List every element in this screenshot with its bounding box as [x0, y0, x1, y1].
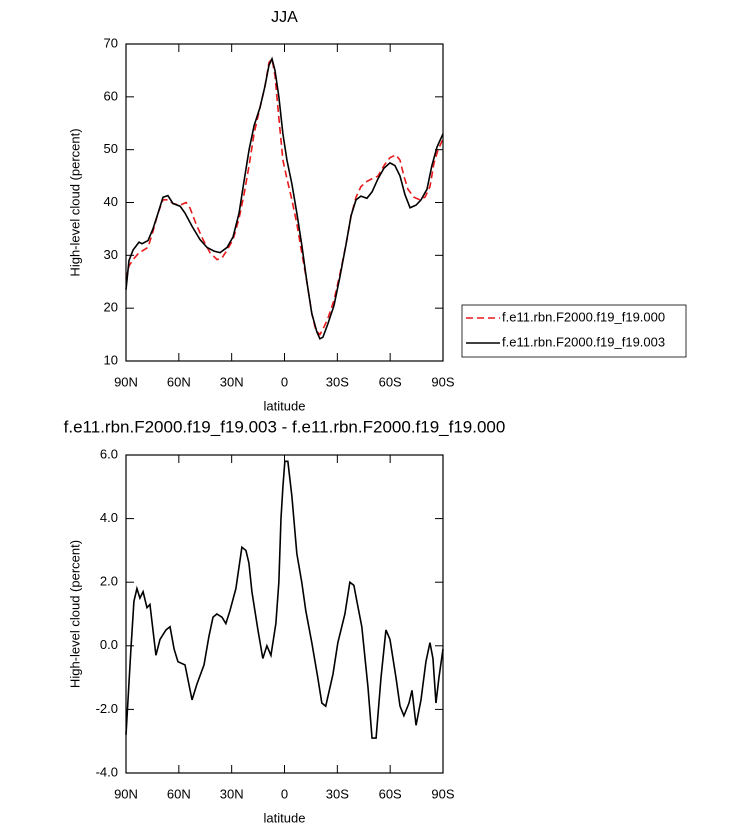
x-tick-label: 60N	[167, 786, 191, 801]
x-tick-label: 90S	[431, 786, 454, 801]
y-tick-label: 50	[104, 141, 118, 156]
x-tick-label: 90N	[114, 374, 138, 389]
y-tick-label: 20	[104, 300, 118, 315]
y-tick-label: 10	[104, 352, 118, 367]
x-axis-title: latitude	[264, 398, 306, 413]
x-tick-label: 30N	[220, 786, 244, 801]
y-tick-label: 4.0	[100, 510, 118, 525]
x-tick-label: 90S	[431, 374, 454, 389]
x-tick-label: 60S	[379, 374, 402, 389]
x-axis-title: latitude	[264, 810, 306, 825]
y-tick-label: 0.0	[100, 637, 118, 652]
legend-label: f.e11.rbn.F2000.f19_f19.003	[502, 334, 665, 349]
plot-frame	[125, 454, 444, 774]
legend-label: f.e11.rbn.F2000.f19_f19.000	[502, 309, 665, 324]
y-tick-label: 40	[104, 194, 118, 209]
y-tick-label: 30	[104, 247, 118, 262]
data-line	[125, 56, 444, 336]
y-tick-label: 2.0	[100, 574, 118, 589]
y-tick-label: -4.0	[96, 764, 118, 779]
y-axis-title: High-level cloud (percent)	[67, 540, 82, 688]
y-tick-label: 60	[104, 88, 118, 103]
y-tick-label: -2.0	[96, 701, 118, 716]
data-line	[125, 56, 444, 340]
chart-title: JJA	[271, 9, 298, 26]
plot-frame	[125, 43, 444, 362]
x-tick-label: 0	[281, 786, 288, 801]
y-tick-label: 70	[104, 35, 118, 50]
x-tick-label: 0	[281, 374, 288, 389]
x-tick-label: 60S	[379, 786, 402, 801]
chart-title: f.e11.rbn.F2000.f19_f19.003 - f.e11.rbn.…	[64, 417, 506, 436]
y-tick-label: 6.0	[100, 446, 118, 461]
x-tick-label: 30S	[326, 786, 349, 801]
x-tick-label: 30S	[326, 374, 349, 389]
x-tick-label: 30N	[220, 374, 244, 389]
x-tick-label: 60N	[167, 374, 191, 389]
data-line	[125, 460, 444, 739]
x-tick-label: 90N	[114, 786, 138, 801]
y-axis-title: High-level cloud (percent)	[67, 128, 82, 276]
legend-box	[461, 304, 687, 358]
